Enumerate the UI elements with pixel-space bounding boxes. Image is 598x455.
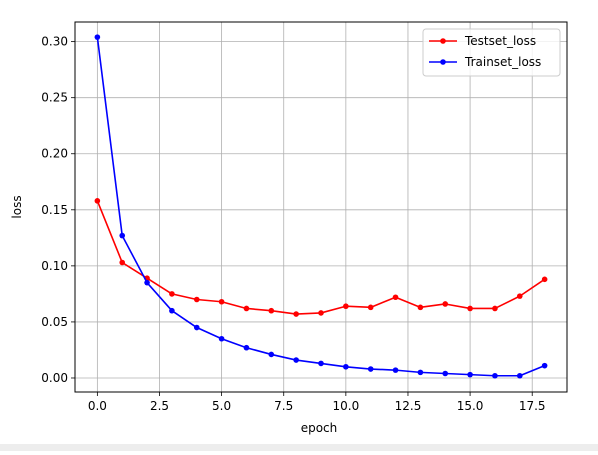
data-point: [442, 301, 449, 307]
x-tick-label: 2.5: [150, 399, 169, 413]
data-point: [94, 34, 101, 40]
data-point: [268, 307, 275, 314]
legend-marker: [440, 59, 446, 65]
x-tick-label: 7.5: [274, 399, 293, 413]
x-tick-label: 5.0: [212, 399, 231, 413]
data-point: [417, 304, 424, 311]
data-point: [243, 305, 250, 312]
legend-marker: [440, 38, 446, 44]
legend-box: [422, 28, 561, 77]
x-tick-label: 12.5: [395, 399, 422, 413]
x-tick-label: 10.0: [332, 399, 359, 413]
data-point: [318, 360, 324, 367]
legend-label: Testset_loss: [464, 34, 536, 48]
data-point: [492, 305, 498, 312]
y-tick-label: 0.00: [41, 371, 68, 385]
data-point: [467, 305, 473, 312]
legend-label: Trainset_loss: [464, 55, 541, 69]
series-lines: [94, 34, 548, 379]
data-point: [392, 294, 399, 301]
data-point: [243, 344, 250, 351]
data-point: [144, 279, 150, 286]
data-point: [417, 369, 424, 376]
data-point: [467, 371, 473, 378]
x-axis-label: epoch: [301, 421, 338, 435]
series-trainset-loss: [94, 34, 548, 379]
data-point: [541, 276, 548, 283]
axis-ticks: 0.0 2.5 5.0 7.5 10.0 12.5 15.0 17.5 0.00 0.05 0.10…: [41, 35, 545, 413]
data-point: [119, 232, 126, 239]
data-point: [442, 370, 449, 377]
data-point: [193, 324, 200, 331]
data-point: [94, 198, 101, 204]
data-point: [169, 307, 175, 314]
x-tick-label: 0.0: [88, 399, 107, 413]
y-axis-label: loss: [10, 195, 24, 218]
data-point: [516, 372, 523, 379]
data-point: [343, 363, 349, 370]
data-point: [392, 367, 399, 373]
data-point: [318, 310, 324, 316]
data-point: [293, 311, 299, 317]
legend: Testset_loss Trainset_loss: [422, 28, 561, 77]
data-point: [193, 296, 200, 303]
data-point: [218, 335, 225, 342]
y-tick-label: 0.05: [41, 315, 68, 329]
series-testset-loss: [94, 198, 548, 317]
y-tick-label: 0.15: [41, 203, 68, 217]
y-tick-label: 0.20: [41, 147, 68, 161]
y-tick-label: 0.25: [41, 91, 68, 105]
data-point: [218, 298, 225, 305]
data-point: [293, 357, 299, 363]
data-point: [343, 303, 349, 310]
y-tick-label: 0.30: [41, 35, 68, 49]
data-point: [268, 351, 275, 358]
data-point: [367, 366, 374, 372]
x-tick-label: 15.0: [457, 399, 484, 413]
data-point: [367, 304, 374, 311]
data-point: [119, 259, 126, 266]
x-tick-label: 17.5: [519, 399, 546, 413]
grid-lines: [75, 22, 567, 392]
data-point: [492, 372, 498, 379]
plot-frame: [74, 21, 568, 393]
data-point: [169, 291, 175, 297]
data-point: [516, 293, 523, 299]
data-point: [541, 362, 548, 369]
y-tick-label: 0.10: [41, 259, 68, 273]
status-strip: [0, 444, 598, 451]
